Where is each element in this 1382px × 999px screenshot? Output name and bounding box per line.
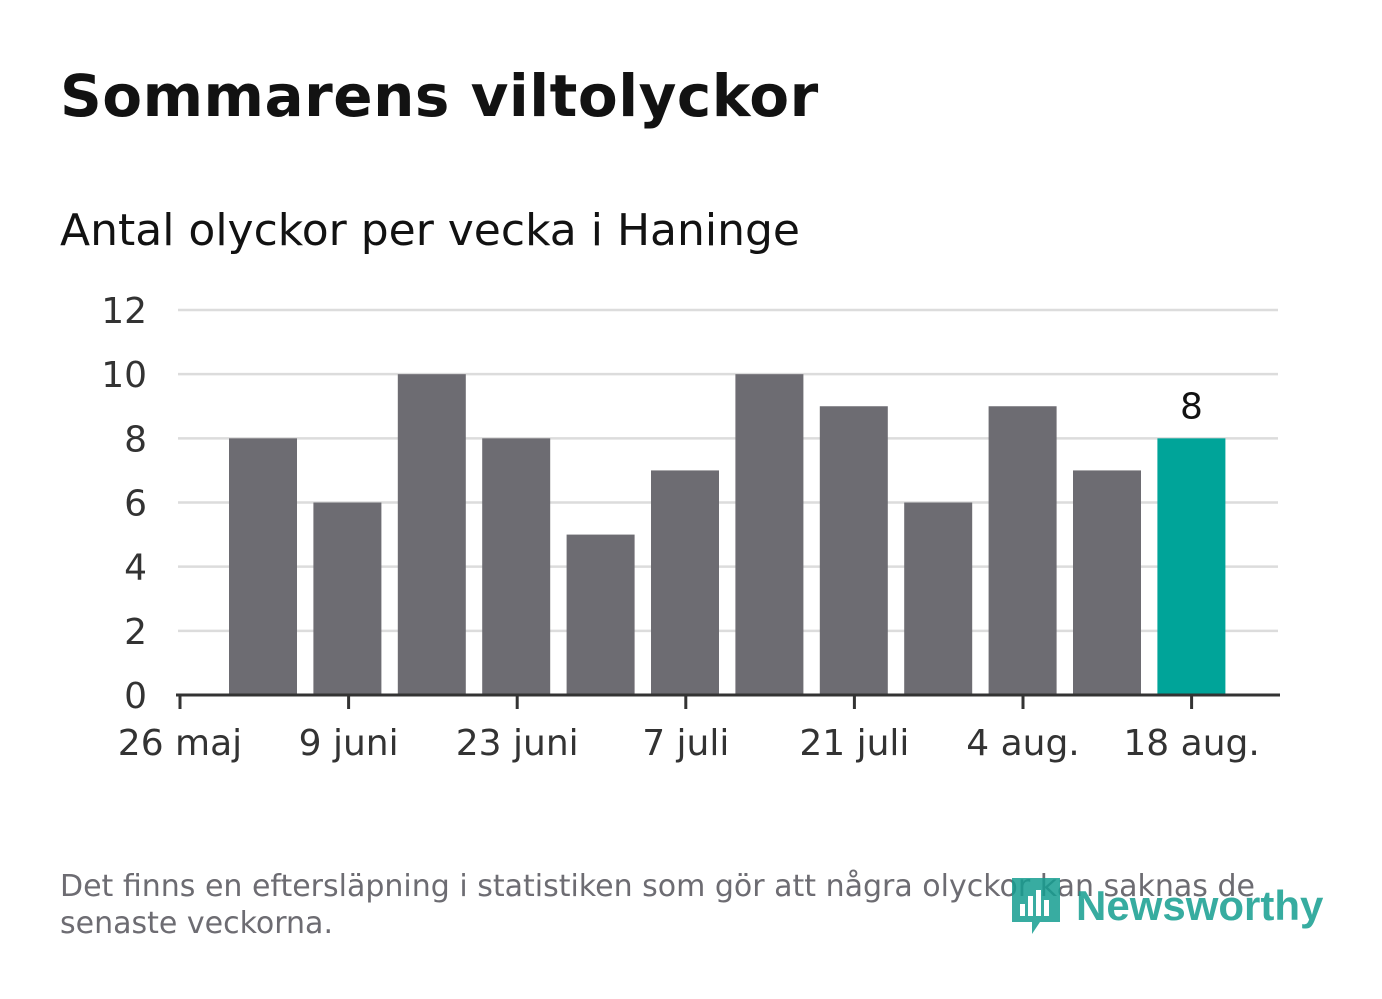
bar [482, 438, 551, 695]
x-tick-label: 9 juni [299, 723, 399, 764]
newsworthy-logo-icon [1012, 878, 1060, 934]
y-axis-tick-labels: 0 2 4 6 8 10 12 [101, 291, 147, 717]
x-tick-label: 21 juli [799, 723, 909, 764]
bar [819, 406, 888, 695]
x-tick-label: 26 maj [118, 723, 242, 764]
chart-subtitle: Antal olyckor per vecka i Haninge [60, 205, 800, 256]
bars [229, 374, 1226, 695]
x-tick-label: 18 aug. [1123, 723, 1259, 764]
y-tick-label: 4 [124, 548, 147, 589]
x-tick-label: 7 juli [642, 723, 729, 764]
brand-logo: Newsworthy [1010, 876, 1323, 936]
data-label-last-bar: 8 [1180, 386, 1203, 427]
bar [988, 406, 1057, 695]
x-tick-label: 23 juni [456, 723, 579, 764]
bar [397, 374, 466, 695]
bar [1073, 470, 1141, 695]
bar [229, 438, 297, 695]
bar [651, 470, 719, 695]
bar-chart: 0 2 4 6 8 10 12 26 maj 9 juni 23 juni 7 juli 21 ju… [101, 291, 1280, 764]
brand-name: Newsworthy [1076, 882, 1324, 929]
data-labels: 8 [1180, 386, 1203, 427]
bar [313, 502, 382, 695]
y-tick-label: 0 [124, 676, 147, 717]
y-tick-label: 8 [124, 419, 147, 460]
x-axis [176, 693, 1280, 709]
x-axis-tick-labels: 26 maj 9 juni 23 juni 7 juli 21 juli 4 aug. 18… [118, 723, 1260, 764]
y-tick-label: 6 [124, 484, 147, 525]
bar [904, 502, 973, 695]
y-tick-label: 2 [124, 612, 147, 653]
bar [735, 374, 804, 695]
page-title: Sommarens viltolyckor [60, 62, 819, 130]
x-tick-label: 4 aug. [966, 723, 1080, 764]
bar [566, 534, 635, 695]
y-tick-label: 12 [101, 291, 147, 332]
y-tick-label: 10 [101, 355, 147, 396]
bar-highlighted [1157, 438, 1226, 695]
